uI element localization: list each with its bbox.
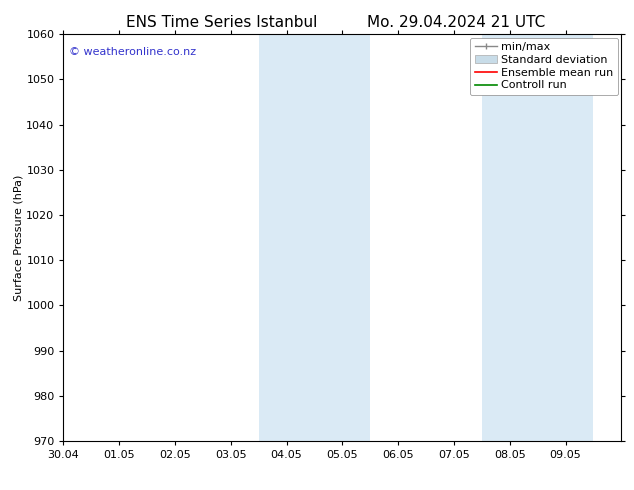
Bar <box>314 34 370 441</box>
Bar <box>538 34 593 441</box>
Y-axis label: Surface Pressure (hPa): Surface Pressure (hPa) <box>13 174 23 301</box>
Text: Mo. 29.04.2024 21 UTC: Mo. 29.04.2024 21 UTC <box>367 15 546 30</box>
Text: © weatheronline.co.nz: © weatheronline.co.nz <box>69 47 196 56</box>
Bar <box>482 34 538 441</box>
Text: ENS Time Series Istanbul: ENS Time Series Istanbul <box>126 15 318 30</box>
Legend: min/max, Standard deviation, Ensemble mean run, Controll run: min/max, Standard deviation, Ensemble me… <box>470 38 618 95</box>
Bar <box>259 34 314 441</box>
